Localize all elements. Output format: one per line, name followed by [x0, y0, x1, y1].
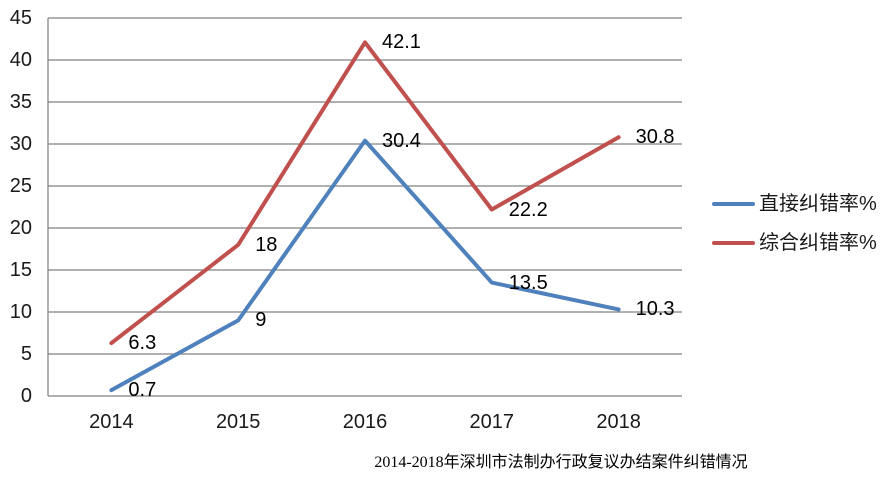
- data-label: 13.5: [508, 271, 548, 294]
- legend-item-comprehensive-rate: 综合纠错率%: [712, 232, 877, 254]
- x-axis-tick-label: 2014: [89, 411, 134, 433]
- y-axis-tick-label: 25: [9, 175, 32, 197]
- y-axis-tick-label: 15: [9, 259, 32, 281]
- data-label: 30.8: [635, 126, 675, 149]
- y-axis-tick-label: 35: [9, 91, 32, 113]
- x-axis-tick-label: 2015: [215, 411, 261, 433]
- series-line-1: [109, 40, 621, 346]
- data-label: 30.4: [382, 129, 421, 152]
- legend-line-swatch-red: [712, 241, 755, 245]
- y-axis-tick-label: 5: [20, 343, 32, 365]
- series-line-0: [109, 138, 621, 393]
- y-axis-tick-label: 0: [20, 385, 32, 407]
- y-axis-tick-label: 10: [9, 301, 32, 323]
- x-axis-tick-label: 2016: [342, 411, 388, 433]
- data-label: 22.2: [508, 198, 548, 221]
- chart-title: 2014-2018年深圳市法制办行政复议办结案件纠错情况: [374, 454, 748, 471]
- data-label: 6.3: [128, 332, 157, 355]
- legend: 直接纠错率% 综合纠错率%: [712, 193, 877, 271]
- data-label: 0.7: [128, 379, 157, 402]
- data-label: 42.1: [382, 31, 421, 54]
- legend-label-comprehensive-rate: 综合纠错率%: [759, 232, 877, 254]
- data-label: 18: [255, 233, 278, 256]
- legend-item-direct-rate: 直接纠错率%: [712, 193, 877, 215]
- y-axis-tick-label: 20: [9, 217, 32, 239]
- y-axis-tick-label: 45: [9, 7, 32, 29]
- y-axis-tick-label: 30: [9, 133, 32, 155]
- legend-label-direct-rate: 直接纠错率%: [759, 193, 877, 215]
- legend-line-swatch-blue: [712, 202, 755, 206]
- data-label: 10.3: [635, 298, 675, 321]
- x-axis-tick-label: 2018: [596, 411, 641, 433]
- x-axis-tick-label: 2017: [469, 411, 515, 433]
- data-label: 9: [255, 309, 267, 332]
- y-axis-tick-label: 40: [9, 49, 32, 71]
